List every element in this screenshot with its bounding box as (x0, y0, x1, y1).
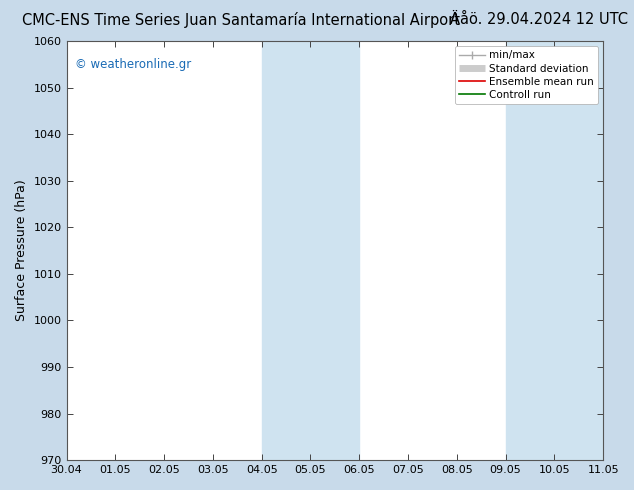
Text: CMC-ENS Time Series Juan Santamaría International Airport: CMC-ENS Time Series Juan Santamaría Inte… (22, 12, 460, 28)
Bar (506, 41, 603, 460)
Text: © weatheronline.gr: © weatheronline.gr (75, 58, 191, 71)
Bar (262, 41, 359, 460)
Text: Äåö. 29.04.2024 12 UTC: Äåö. 29.04.2024 12 UTC (450, 12, 628, 27)
Legend: min/max, Standard deviation, Ensemble mean run, Controll run: min/max, Standard deviation, Ensemble me… (455, 46, 598, 104)
Y-axis label: Surface Pressure (hPa): Surface Pressure (hPa) (15, 180, 28, 321)
